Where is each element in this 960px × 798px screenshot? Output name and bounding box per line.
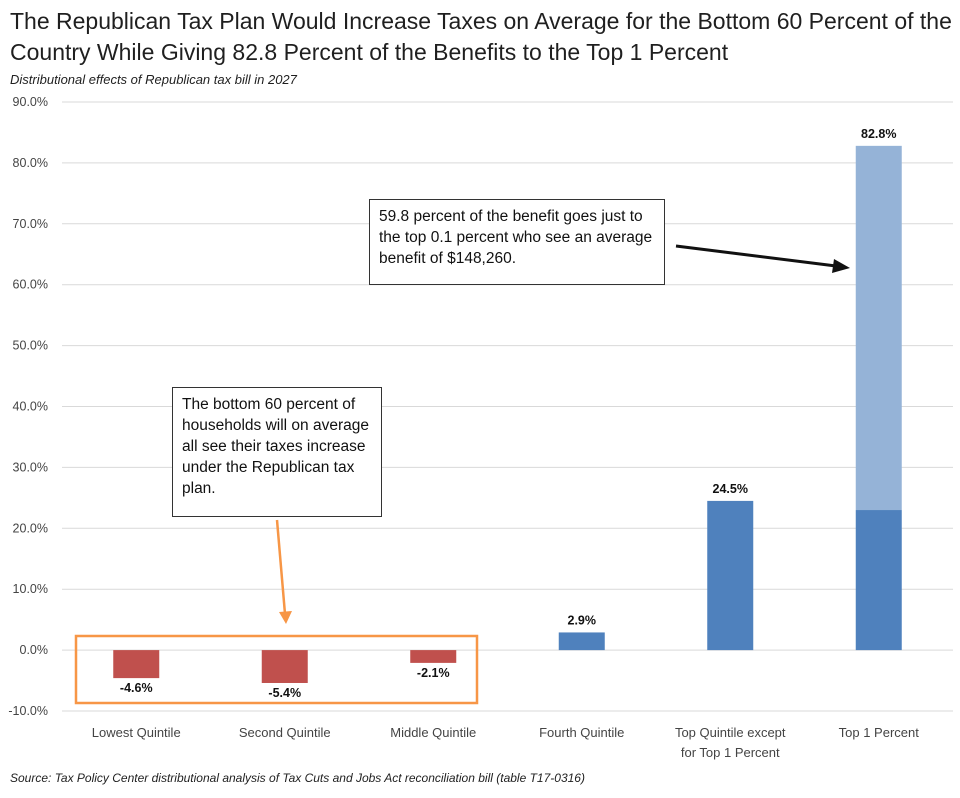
y-tick-label: 90.0% (13, 95, 48, 109)
x-category-label: Fourth Quintile (539, 725, 624, 740)
bars (113, 145, 902, 683)
bar-top-1-percent-top-01-segment (855, 145, 902, 511)
y-tick-label: 0.0% (20, 643, 49, 657)
y-tick-label: 60.0% (13, 278, 48, 292)
bar-top-quintile-except-for-top-1-percent (707, 500, 754, 651)
y-axis-ticks: -10.0% 0.0% 10.0% 20.0% 30.0% 40.0% 50.0% 60.0%… (8, 95, 48, 718)
x-category-label: Second Quintile (239, 725, 331, 740)
chart-subtitle: Distributional effects of Republican tax… (10, 72, 297, 87)
y-tick-label: 40.0% (13, 400, 48, 414)
data-label: 2.9% (568, 613, 597, 627)
bar-second-quintile (261, 650, 308, 683)
y-tick-label: 50.0% (13, 339, 48, 353)
bottom-60-arrowhead (279, 611, 292, 624)
bar-middle-quintile (410, 650, 457, 663)
top-01-arrow (675, 244, 837, 268)
x-category-label: Top Quintile except (675, 725, 786, 740)
data-label: 82.8% (861, 127, 896, 141)
y-tick-label: 70.0% (13, 217, 48, 231)
bottom-60-highlight-box (74, 634, 479, 705)
annotation-layer (74, 244, 850, 705)
data-label: -2.1% (417, 666, 450, 680)
bar-fourth-quintile (558, 632, 605, 651)
x-category-label: Lowest Quintile (92, 725, 181, 740)
bar-top-1-percent-lower (855, 510, 902, 651)
chart-title: The Republican Tax Plan Would Increase T… (10, 8, 952, 65)
x-axis-labels: Lowest Quintile Second Quintile Middle Qui… (92, 725, 919, 760)
y-tick-label: -10.0% (8, 704, 48, 718)
data-label: -4.6% (120, 681, 153, 695)
y-tick-label: 20.0% (13, 521, 48, 535)
chart-source: Source: Tax Policy Center distributional… (10, 771, 585, 785)
x-category-label: for Top 1 Percent (681, 745, 780, 760)
bottom-60-callout: The bottom 60 percent of households will… (172, 387, 382, 517)
y-tick-label: 80.0% (13, 156, 48, 170)
top-01-callout: 59.8 percent of the benefit goes just to… (369, 199, 665, 285)
data-label: 24.5% (713, 482, 748, 496)
data-label: -5.4% (268, 686, 301, 700)
y-tick-label: 30.0% (13, 460, 48, 474)
data-labels: -4.6% -5.4% -2.1% 2.9% 24.5% 82.8% (120, 127, 897, 700)
bar-lowest-quintile (113, 650, 160, 679)
x-category-label: Middle Quintile (390, 725, 476, 740)
top-01-arrowhead (832, 259, 850, 273)
x-category-label: Top 1 Percent (839, 725, 920, 740)
bottom-60-arrow (275, 519, 287, 615)
y-tick-label: 10.0% (13, 582, 48, 596)
